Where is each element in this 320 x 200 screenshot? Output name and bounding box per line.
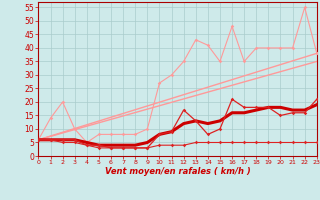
X-axis label: Vent moyen/en rafales ( km/h ): Vent moyen/en rafales ( km/h )	[105, 167, 251, 176]
